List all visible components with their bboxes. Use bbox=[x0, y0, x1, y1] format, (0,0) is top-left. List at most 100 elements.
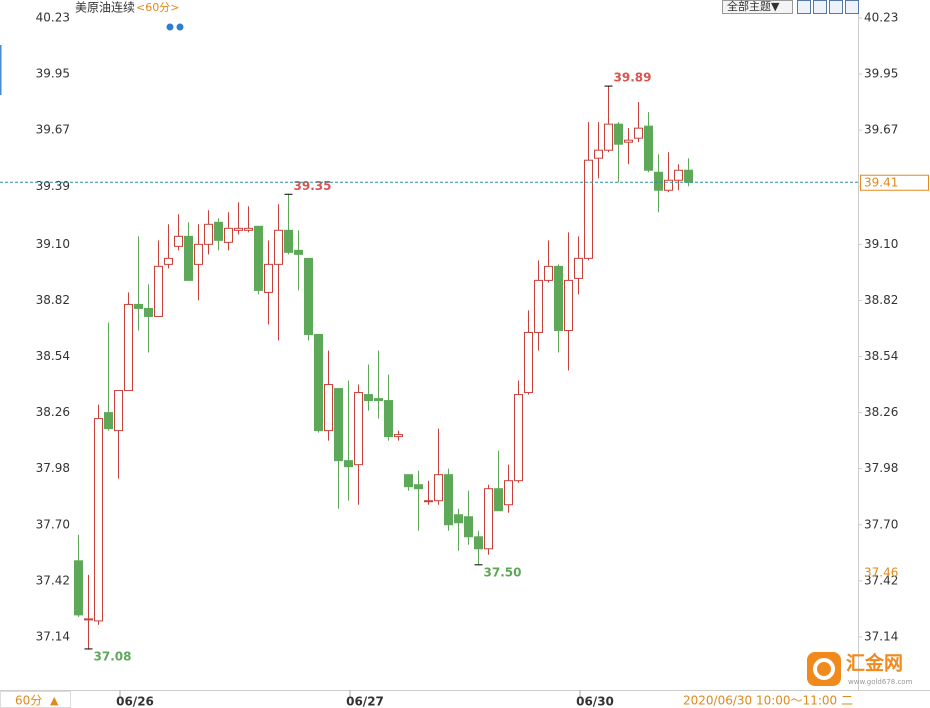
last-price-label: 39.41 bbox=[864, 176, 898, 190]
candle-body bbox=[634, 127, 643, 139]
candle-body bbox=[584, 159, 593, 259]
y-tick-label: 38.26 bbox=[36, 405, 70, 419]
candle-body bbox=[444, 474, 453, 526]
y2-tick-label: 37.14 bbox=[864, 629, 898, 643]
candle-body bbox=[84, 618, 93, 621]
y-tick-label: 37.42 bbox=[36, 573, 70, 587]
candle-body bbox=[194, 243, 203, 265]
candle-body bbox=[414, 484, 423, 490]
y2-tick-label: 37.42 bbox=[864, 573, 898, 587]
zoom-out-icon[interactable] bbox=[813, 0, 827, 14]
y2-tick-label: 38.54 bbox=[864, 349, 898, 363]
candle-body bbox=[144, 307, 153, 317]
period-arrow[interactable]: ▲ bbox=[50, 694, 59, 707]
y2-tick-label: 38.82 bbox=[864, 293, 898, 307]
candle-body bbox=[214, 221, 223, 241]
candle-body bbox=[394, 434, 403, 438]
candle-body bbox=[274, 229, 283, 265]
logo-icon bbox=[807, 652, 841, 686]
low-label: 37.50 bbox=[484, 565, 522, 579]
price-marker-label: 37.46 bbox=[864, 565, 898, 579]
candle-body bbox=[124, 303, 133, 392]
y-tick-label: 39.95 bbox=[36, 67, 70, 81]
candle-body bbox=[404, 474, 413, 488]
candle-body bbox=[344, 460, 353, 468]
candle-body bbox=[184, 235, 193, 281]
zoom-icon[interactable] bbox=[797, 0, 811, 14]
candle-body bbox=[424, 500, 433, 503]
y2-tick-label: 40.23 bbox=[864, 11, 898, 25]
candle-body bbox=[264, 263, 273, 293]
candle-body bbox=[154, 265, 163, 317]
y2-tick-label: 38.26 bbox=[864, 405, 898, 419]
y-tick-label: 40.23 bbox=[36, 11, 70, 25]
candle-body bbox=[524, 331, 533, 394]
high-label: 39.89 bbox=[614, 71, 652, 85]
candle-body bbox=[654, 171, 663, 191]
low-label: 37.08 bbox=[94, 649, 132, 663]
candle-body bbox=[624, 139, 633, 143]
theme-button-box[interactable] bbox=[722, 0, 793, 14]
candle-body bbox=[544, 265, 553, 281]
candle-body bbox=[664, 179, 673, 191]
y-tick-label: 38.82 bbox=[36, 293, 70, 307]
candle-body bbox=[304, 257, 313, 335]
y2-tick-label: 37.98 bbox=[864, 461, 898, 475]
indicator-dot bbox=[166, 23, 174, 31]
high-label: 39.35 bbox=[294, 179, 332, 193]
chart-title: 美原油连续 bbox=[75, 0, 135, 15]
y2-tick-label: 37.70 bbox=[864, 517, 898, 531]
candle-body bbox=[104, 412, 113, 430]
candle-body bbox=[244, 227, 253, 231]
candle-body bbox=[644, 125, 653, 171]
candle-body bbox=[204, 223, 213, 245]
candle-body bbox=[474, 536, 483, 550]
candle-body bbox=[574, 257, 583, 279]
candle-body bbox=[284, 229, 293, 253]
y-tick-label: 38.54 bbox=[36, 349, 70, 363]
candle-body bbox=[684, 169, 693, 183]
x-tick-label: 06/30 bbox=[576, 695, 614, 708]
candle-body bbox=[594, 149, 603, 159]
logo: 汇金网 www.gold678.com bbox=[807, 652, 913, 686]
period-link[interactable]: <60分> bbox=[136, 1, 179, 14]
candle-body bbox=[134, 303, 143, 309]
candle-body bbox=[494, 488, 503, 512]
candle-body bbox=[374, 398, 383, 402]
candle-body bbox=[164, 257, 173, 265]
toolbar-icons bbox=[797, 0, 859, 14]
candle-body bbox=[464, 516, 473, 538]
move-left-icon[interactable] bbox=[829, 0, 843, 14]
candle-body bbox=[484, 488, 493, 550]
candle-body bbox=[384, 400, 393, 438]
indicator-dot bbox=[176, 23, 184, 31]
y-tick-label: 39.67 bbox=[36, 123, 70, 137]
candle-body bbox=[174, 235, 183, 247]
candle-body bbox=[554, 265, 563, 331]
candle-body bbox=[674, 169, 683, 181]
candle-body bbox=[224, 227, 233, 243]
candle-body bbox=[504, 480, 513, 506]
logo-url: www.gold678.com bbox=[848, 678, 913, 686]
theme-button[interactable]: 全部主题▼ bbox=[727, 0, 780, 13]
x-tick-label: 06/27 bbox=[346, 695, 384, 708]
y-tick-label: 37.14 bbox=[36, 629, 70, 643]
candle-body bbox=[614, 123, 623, 145]
candle-body bbox=[234, 227, 243, 231]
candle-body bbox=[564, 279, 573, 331]
candle-body bbox=[114, 390, 123, 432]
candle-body bbox=[324, 384, 333, 432]
y2-tick-label: 39.95 bbox=[864, 67, 898, 81]
y-tick-label: 37.98 bbox=[36, 461, 70, 475]
y2-tick-label: 39.67 bbox=[864, 123, 898, 137]
period-button[interactable]: 60分 bbox=[15, 694, 42, 708]
y2-tick-label: 39.10 bbox=[864, 237, 898, 251]
logo-mark bbox=[813, 658, 835, 680]
last-price-box bbox=[860, 174, 929, 191]
logo-text: 汇金网 bbox=[846, 652, 903, 675]
y-tick-label: 39.39 bbox=[36, 179, 70, 193]
candle-body bbox=[354, 392, 363, 466]
move-right-icon[interactable] bbox=[845, 0, 859, 14]
